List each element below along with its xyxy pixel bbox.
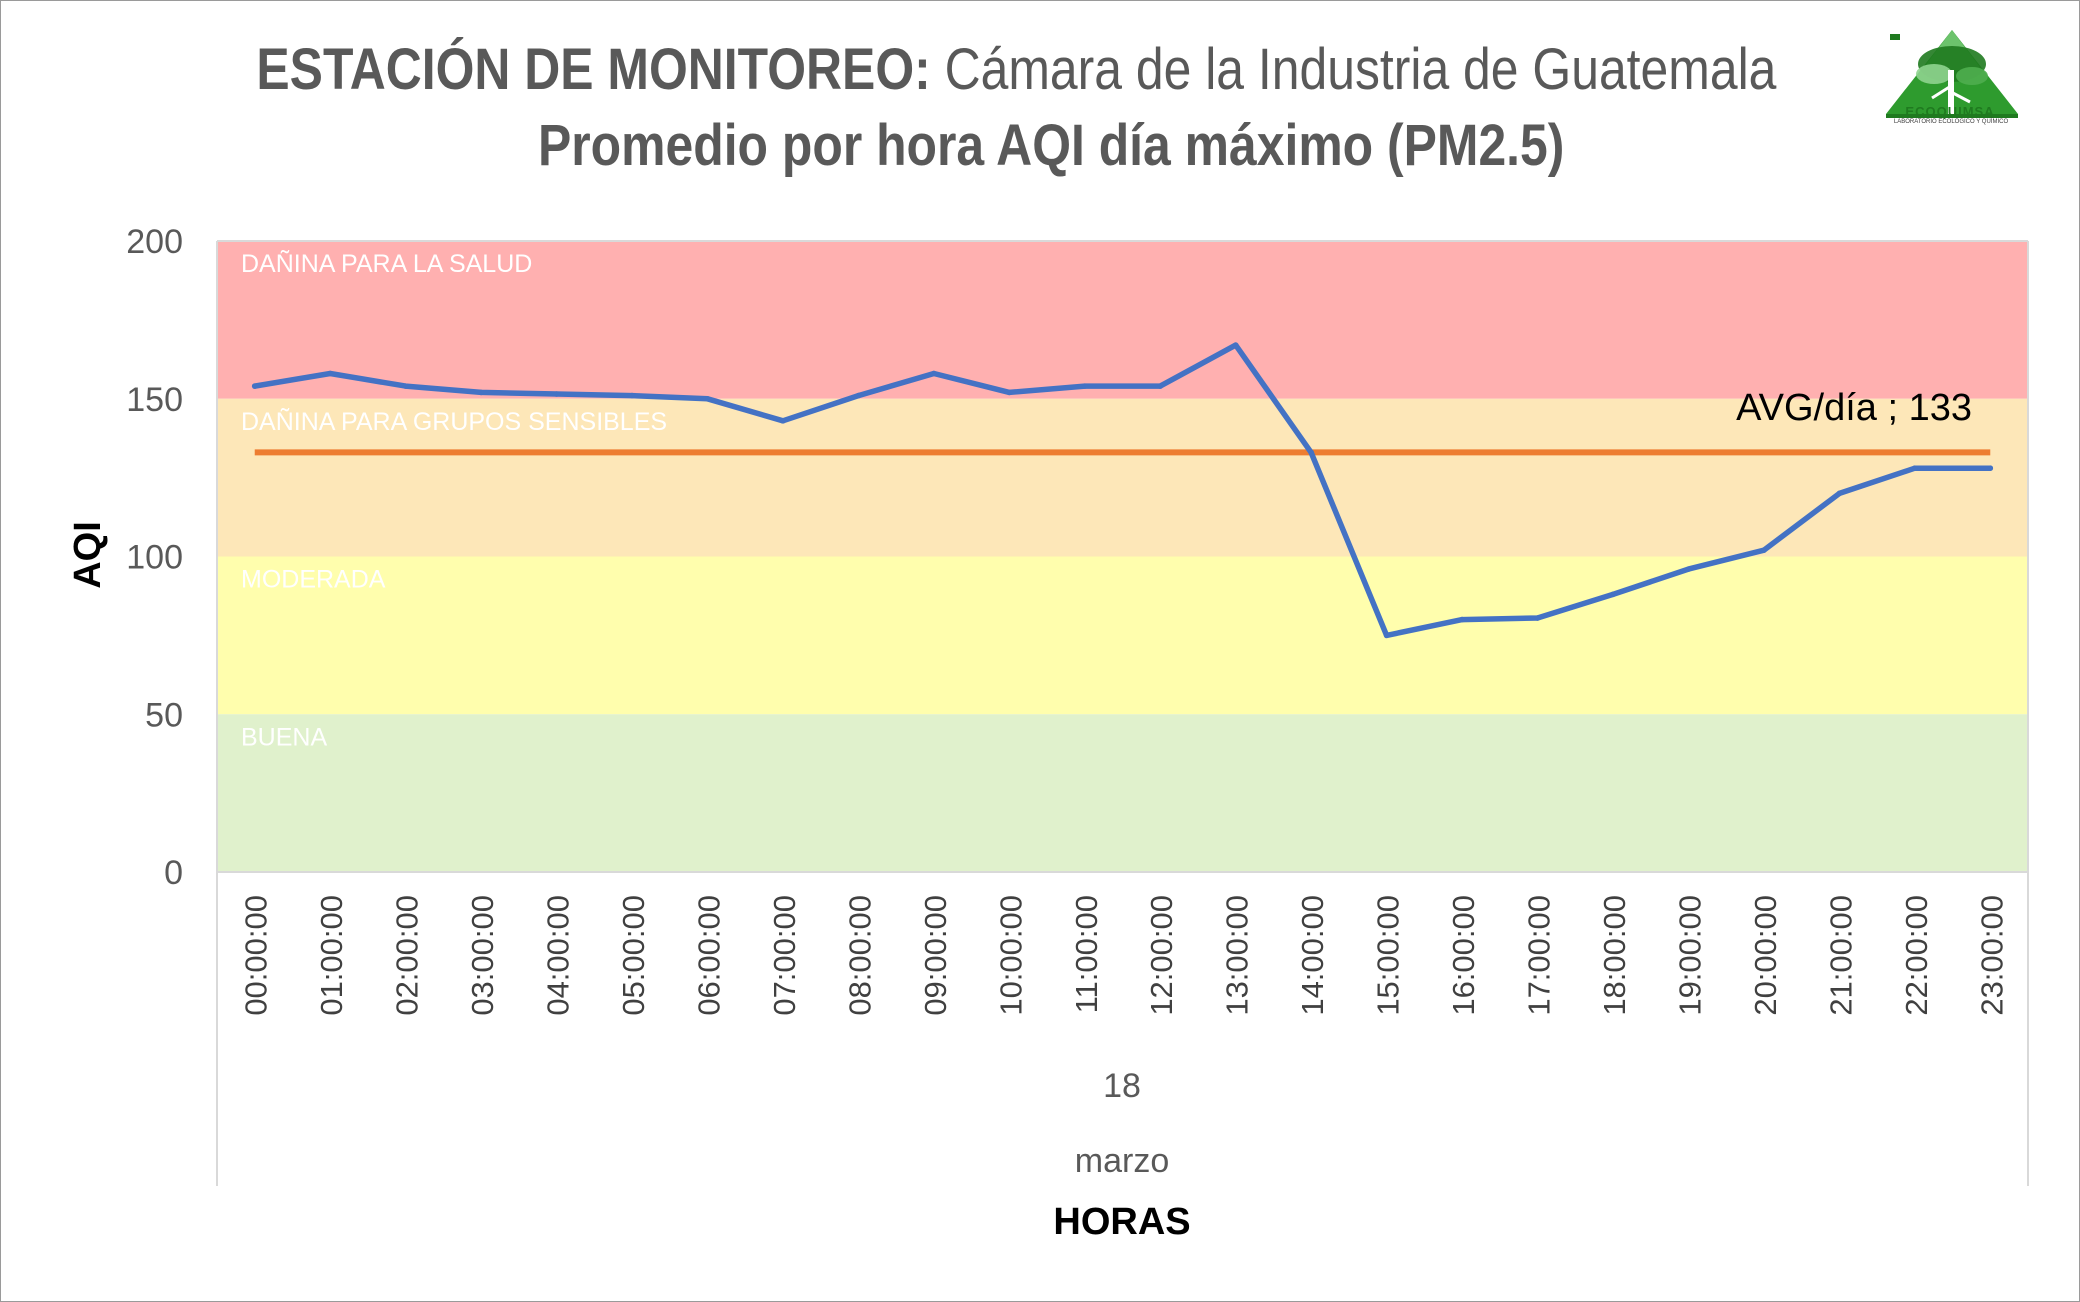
x-tick-label: 02:00:00 xyxy=(390,895,425,1016)
aqi-band-label-2: MODERADA xyxy=(241,566,386,594)
x-tick-label: 00:00:00 xyxy=(239,895,274,1016)
x-tick-label: 07:00:00 xyxy=(767,895,802,1016)
chart-subtitle: Promedio por hora AQI día máximo (PM2.5) xyxy=(537,113,1565,178)
aqi-point xyxy=(1459,616,1465,623)
aqi-point xyxy=(1534,615,1541,621)
x-tick-label: 06:00:00 xyxy=(691,895,726,1016)
aqi-series-line xyxy=(251,342,1994,639)
y-axis-ticks: 0 50 100 150 200 xyxy=(126,223,183,892)
aqi-point xyxy=(855,392,862,399)
logo-tagline: LABORATORIO ECOLÓGICO Y QUÍMICO xyxy=(1893,119,2009,125)
aqi-point xyxy=(553,391,560,397)
logo-name: ECOQUIMSA xyxy=(1905,104,1995,119)
x-tick-label: 22:00:00 xyxy=(1899,895,1934,1016)
aqi-band-2 xyxy=(217,556,2028,715)
aqi-band-3 xyxy=(217,714,2028,872)
x-tick-label: 18:00:00 xyxy=(1597,895,1632,1016)
x-tick-label: 23:00:00 xyxy=(1974,895,2009,1016)
y-tick-label: 150 xyxy=(126,381,183,419)
x-tick-label: 14:00:00 xyxy=(1295,895,1330,1016)
aqi-point xyxy=(1308,449,1314,456)
x-tick-label: 20:00:00 xyxy=(1748,895,1783,1016)
aqi-point xyxy=(1761,547,1767,553)
y-tick-label: 100 xyxy=(126,539,183,577)
y-tick-label: 0 xyxy=(164,854,183,892)
aqi-band-1 xyxy=(217,398,2028,557)
x-tick-label: 04:00:00 xyxy=(541,895,576,1016)
aqi-point xyxy=(1987,465,1994,471)
aqi-point xyxy=(1912,465,1918,471)
aqi-series xyxy=(251,342,1994,639)
x-group-month-label: marzo xyxy=(1075,1142,1169,1180)
aqi-point xyxy=(1232,342,1239,348)
y-tick-label: 200 xyxy=(126,223,183,261)
x-tick-label: 13:00:00 xyxy=(1220,895,1255,1016)
aqi-band-label-0: DAÑINA PARA LA SALUD xyxy=(241,249,532,278)
x-tick-label: 09:00:00 xyxy=(918,895,953,1016)
y-tick-label: 50 xyxy=(145,696,183,734)
x-tick-label: 08:00:00 xyxy=(842,895,877,1016)
x-tick-label: 19:00:00 xyxy=(1672,895,1707,1016)
aqi-point xyxy=(629,392,635,399)
avg-label: AVG/día ; 133 xyxy=(1736,387,1972,429)
aqi-point xyxy=(1685,566,1692,572)
aqi-point xyxy=(1157,383,1164,389)
chart-title: ESTACIÓN DE MONITOREO: Cámara de la Indu… xyxy=(174,36,1860,103)
x-axis-ticks: 00:00:00 01:00:00 02:00:00 03:00:00 04:00:00… xyxy=(239,895,2010,1016)
aqi-point xyxy=(478,389,484,396)
x-tick-label: 10:00:00 xyxy=(993,895,1028,1016)
aqi-band-labels: DAÑINA PARA LA SALUD DAÑINA PARA GRUPOS S… xyxy=(241,249,667,751)
aqi-point xyxy=(402,383,409,389)
aqi-point xyxy=(1081,383,1088,389)
aqi-point xyxy=(1836,490,1843,497)
aqi-point xyxy=(327,370,333,377)
y-axis-title: AQI xyxy=(67,521,109,589)
x-tick-label: 01:00:00 xyxy=(314,895,349,1016)
aqi-band-label-1: DAÑINA PARA GRUPOS SENSIBLES xyxy=(241,407,667,436)
x-tick-label: 15:00:00 xyxy=(1371,895,1406,1016)
aqi-point xyxy=(1006,389,1013,396)
x-axis-title: HORAS xyxy=(1053,1201,1190,1243)
chart-axes xyxy=(216,240,2029,1186)
x-tick-label: 03:00:00 xyxy=(465,895,500,1016)
aqi-point xyxy=(704,395,711,402)
title-station-name: Cámara de la Industria de Guatemala xyxy=(944,37,1777,102)
x-group-day-label: 18 xyxy=(1103,1067,1141,1105)
aqi-point xyxy=(1610,591,1616,598)
x-tick-label: 17:00:00 xyxy=(1522,895,1557,1016)
x-tick-label: 16:00:00 xyxy=(1446,895,1481,1016)
aqi-point xyxy=(1383,632,1390,639)
title-station-label: ESTACIÓN DE MONITOREO: xyxy=(256,37,931,102)
aqi-band-label-3: BUENA xyxy=(241,723,327,751)
x-tick-label: 05:00:00 xyxy=(616,895,651,1016)
ecoquimsa-logo-icon xyxy=(1886,30,2018,118)
aqi-point xyxy=(251,383,258,389)
aqi-band-0 xyxy=(217,241,2028,399)
x-tick-label: 12:00:00 xyxy=(1144,895,1179,1016)
aqi-bands xyxy=(217,241,2028,872)
aqi-point xyxy=(780,418,786,424)
aqi-point xyxy=(931,370,937,377)
x-tick-label: 21:00:00 xyxy=(1823,895,1858,1016)
x-tick-label: 11:00:00 xyxy=(1069,895,1104,1013)
